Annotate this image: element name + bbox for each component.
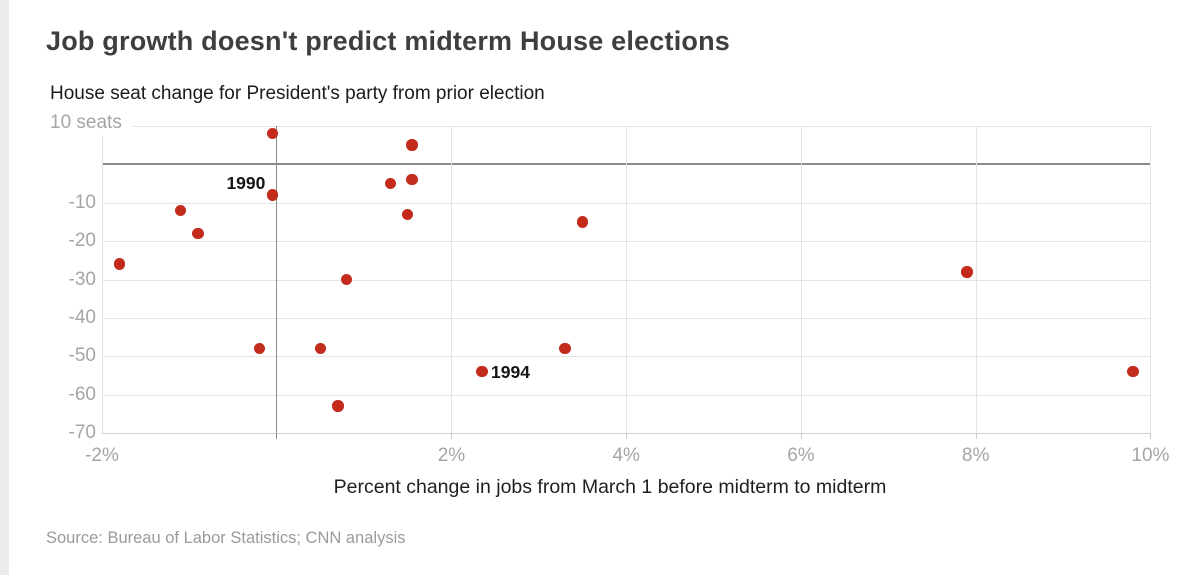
data-point bbox=[476, 365, 488, 378]
x-tick-mark bbox=[975, 433, 977, 439]
y-tick-label: -50 bbox=[68, 345, 96, 367]
data-point bbox=[314, 342, 327, 355]
x-tick-mark bbox=[451, 433, 453, 439]
data-point bbox=[332, 400, 344, 412]
data-point bbox=[253, 342, 265, 355]
x-tick-mark bbox=[1150, 433, 1152, 439]
x-tick-label: 2% bbox=[437, 445, 466, 466]
y-axis-unit-label: 10 seats bbox=[50, 112, 122, 133]
x-axis-title: Percent change in jobs from March 1 befo… bbox=[333, 476, 887, 498]
data-point bbox=[1127, 365, 1139, 378]
source-note: Source: Bureau of Labor Statistics; CNN … bbox=[46, 529, 406, 547]
x-gridline bbox=[800, 126, 802, 433]
x-gridline bbox=[451, 126, 453, 433]
x-gridline bbox=[1150, 126, 1152, 433]
zero-line-vertical bbox=[275, 126, 278, 439]
annotation-1990: 1990 bbox=[226, 173, 266, 194]
x-tick-label: 6% bbox=[787, 445, 815, 466]
x-tick-mark bbox=[800, 433, 802, 439]
data-point bbox=[402, 208, 414, 220]
data-point bbox=[559, 342, 571, 355]
x-gridline bbox=[975, 126, 977, 433]
data-point bbox=[340, 273, 353, 286]
chart-subtitle: House seat change for President's party … bbox=[50, 83, 545, 104]
data-point bbox=[961, 266, 973, 278]
data-point bbox=[174, 204, 187, 217]
left-edge-shade bbox=[0, 0, 9, 575]
annotation-1994: 1994 bbox=[491, 361, 530, 382]
x-gridline bbox=[626, 126, 628, 433]
chart-title: Job growth doesn't predict midterm House… bbox=[46, 26, 731, 56]
data-point bbox=[192, 227, 204, 240]
y-tick-label: -20 bbox=[68, 230, 96, 252]
data-point bbox=[406, 139, 418, 151]
y-tick-label: -60 bbox=[68, 383, 96, 405]
y-tick-label: -10 bbox=[68, 191, 96, 213]
data-point bbox=[406, 174, 418, 186]
data-point bbox=[576, 216, 589, 228]
x-tick-mark bbox=[626, 433, 628, 439]
y-tick-label: -40 bbox=[68, 306, 96, 328]
data-point bbox=[266, 189, 279, 201]
data-point bbox=[384, 177, 396, 190]
plot-left-border bbox=[102, 135, 103, 433]
data-point bbox=[113, 258, 126, 270]
y-tick-label: -70 bbox=[68, 422, 96, 443]
x-tick-label: 10% bbox=[1131, 445, 1170, 466]
x-tick-label: -2% bbox=[85, 445, 119, 466]
x-tick-label: 4% bbox=[612, 445, 640, 466]
y-tick-label: -30 bbox=[68, 268, 96, 290]
y-gridline bbox=[132, 126, 1151, 127]
data-point bbox=[266, 127, 279, 140]
x-tick-label: 8% bbox=[961, 445, 990, 466]
